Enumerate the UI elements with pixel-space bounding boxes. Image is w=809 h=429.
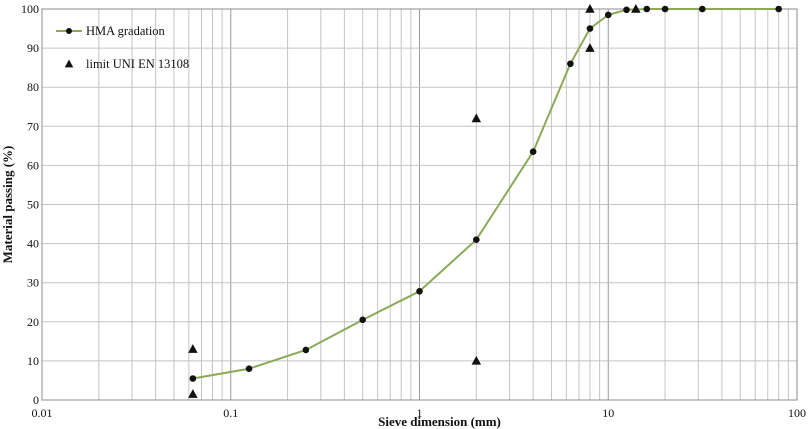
y-axis-title: Material passing (%) — [0, 146, 15, 264]
hma-gradation-point — [359, 316, 366, 324]
y-tick-label: 60 — [27, 158, 39, 172]
legend: HMA gradation limit UNI EN 13108 — [56, 24, 189, 71]
limit-triangle-marker — [188, 344, 198, 353]
plot-area-frame — [41, 8, 798, 401]
hma-gradation-point — [604, 11, 612, 19]
hma-gradation-point — [643, 5, 651, 13]
y-tick-label: 90 — [27, 41, 39, 55]
legend-triangle-swatch — [64, 59, 74, 68]
hma-gradation-point — [623, 6, 630, 14]
y-tick-label: 20 — [27, 315, 39, 329]
legend-label-hma: HMA gradation — [86, 24, 166, 38]
hma-gradation-point — [245, 365, 253, 373]
hma-gradation-point — [775, 5, 783, 13]
legend-label-limit: limit UNI EN 13108 — [86, 57, 189, 71]
x-tick-label: 0.01 — [32, 406, 53, 420]
hma-gradation-point — [302, 346, 310, 354]
data-series — [188, 4, 783, 398]
hma-gradation-point — [473, 236, 480, 243]
y-tick-label: 30 — [27, 276, 39, 290]
limit-triangle-marker — [585, 4, 595, 13]
y-tick-label: 50 — [27, 198, 39, 212]
hma-gradation-point — [189, 375, 197, 382]
hma-gradation-point — [416, 288, 423, 295]
y-tick-label: 80 — [27, 80, 39, 94]
y-tick-label: 100 — [21, 2, 39, 16]
x-tick-label: 10 — [602, 406, 614, 420]
x-axis-title: Sieve dimension (mm) — [378, 414, 501, 429]
hma-gradation-point — [699, 5, 706, 13]
y-tick-label: 10 — [27, 354, 39, 368]
hma-gradation-point — [567, 60, 574, 68]
hma-gradation-point — [529, 148, 537, 156]
hma-gradation-line — [192, 8, 779, 380]
x-tick-label: 0.1 — [223, 406, 238, 420]
limit-triangle-marker — [471, 113, 482, 123]
limit-triangle-marker — [471, 355, 482, 365]
x-tick-labels: 0.01 0.1 1 10 100 — [32, 406, 807, 420]
x-tick-label: 100 — [788, 406, 806, 420]
y-tick-label: 0 — [33, 393, 39, 407]
y-tick-labels: 0 10 20 30 40 50 60 70 80 90 100 — [21, 2, 39, 407]
hma-gradation-point — [661, 5, 669, 13]
hma-gradation-point — [586, 25, 594, 32]
y-tick-label: 70 — [27, 119, 39, 133]
limit-triangle-marker — [585, 43, 595, 52]
limit-triangle-marker — [188, 389, 198, 398]
x-tick-label: 1 — [417, 406, 423, 420]
limit-triangle-marker — [631, 4, 641, 13]
legend-circle-swatch — [66, 28, 72, 34]
y-tick-label: 40 — [27, 237, 39, 251]
